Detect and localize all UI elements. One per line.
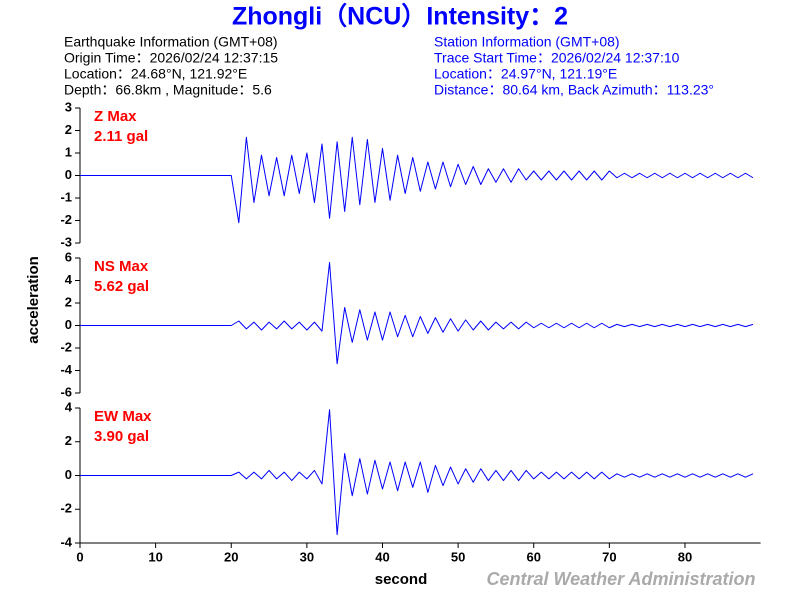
y-tick-label: -4 — [60, 534, 72, 549]
component-label: Z Max — [94, 108, 137, 125]
max-value-label: 5.62 gal — [94, 278, 149, 295]
x-tick-label: 30 — [300, 549, 314, 564]
y-tick-label: 2 — [65, 294, 72, 309]
x-tick-label: 50 — [451, 549, 465, 564]
y-tick-label: -2 — [60, 501, 72, 516]
station-info: Station Information (GMT+08) — [434, 34, 620, 50]
y-tick-label: 0 — [65, 317, 72, 332]
y-tick-label: -2 — [60, 212, 72, 227]
earthquake-info: Earthquake Information (GMT+08) — [64, 34, 278, 50]
title: Zhongli（NCU）Intensity：2 — [232, 2, 568, 31]
waveform — [80, 409, 754, 536]
x-tick-label: 20 — [224, 549, 238, 564]
component-label: NS Max — [94, 258, 149, 275]
max-value-label: 3.90 gal — [94, 428, 149, 445]
x-tick-label: 60 — [526, 549, 540, 564]
y-tick-label: -4 — [60, 362, 72, 377]
x-tick-label: 70 — [602, 549, 616, 564]
x-axis-label: second — [375, 571, 428, 588]
waveform — [80, 136, 754, 224]
y-tick-label: 6 — [65, 249, 72, 264]
waveform — [80, 262, 754, 365]
y-tick-label: 4 — [65, 399, 73, 414]
y-tick-label: -2 — [60, 339, 72, 354]
station-info: Location：24.97°N, 121.19°E — [434, 66, 617, 82]
y-tick-label: 3 — [65, 99, 72, 114]
component-label: EW Max — [94, 408, 152, 425]
x-tick-label: 0 — [76, 549, 83, 564]
max-value-label: 2.11 gal — [94, 128, 148, 145]
y-axis-label: acceleration — [25, 256, 42, 344]
x-tick-label: 10 — [148, 549, 162, 564]
y-tick-label: -6 — [60, 384, 72, 399]
station-info: Distance：80.64 km, Back Azimuth：113.23° — [434, 82, 714, 98]
credit: Central Weather Administration — [486, 569, 755, 589]
y-tick-label: 1 — [65, 144, 72, 159]
x-tick-label: 80 — [678, 549, 692, 564]
y-tick-label: 2 — [65, 122, 72, 137]
y-tick-label: -3 — [60, 234, 72, 249]
earthquake-info: Depth：66.8km , Magnitude：5.6 — [64, 82, 272, 98]
x-tick-label: 40 — [375, 549, 389, 564]
y-tick-label: -1 — [60, 189, 72, 204]
station-info: Trace Start Time：2026/02/24 12:37:10 — [434, 50, 680, 66]
y-tick-label: 2 — [65, 433, 72, 448]
y-tick-label: 4 — [65, 272, 73, 287]
earthquake-info: Origin Time：2026/02/24 12:37:15 — [64, 50, 278, 66]
earthquake-info: Location：24.68°N, 121.92°E — [64, 66, 247, 82]
y-tick-label: 0 — [65, 167, 72, 182]
y-tick-label: 0 — [65, 467, 72, 482]
